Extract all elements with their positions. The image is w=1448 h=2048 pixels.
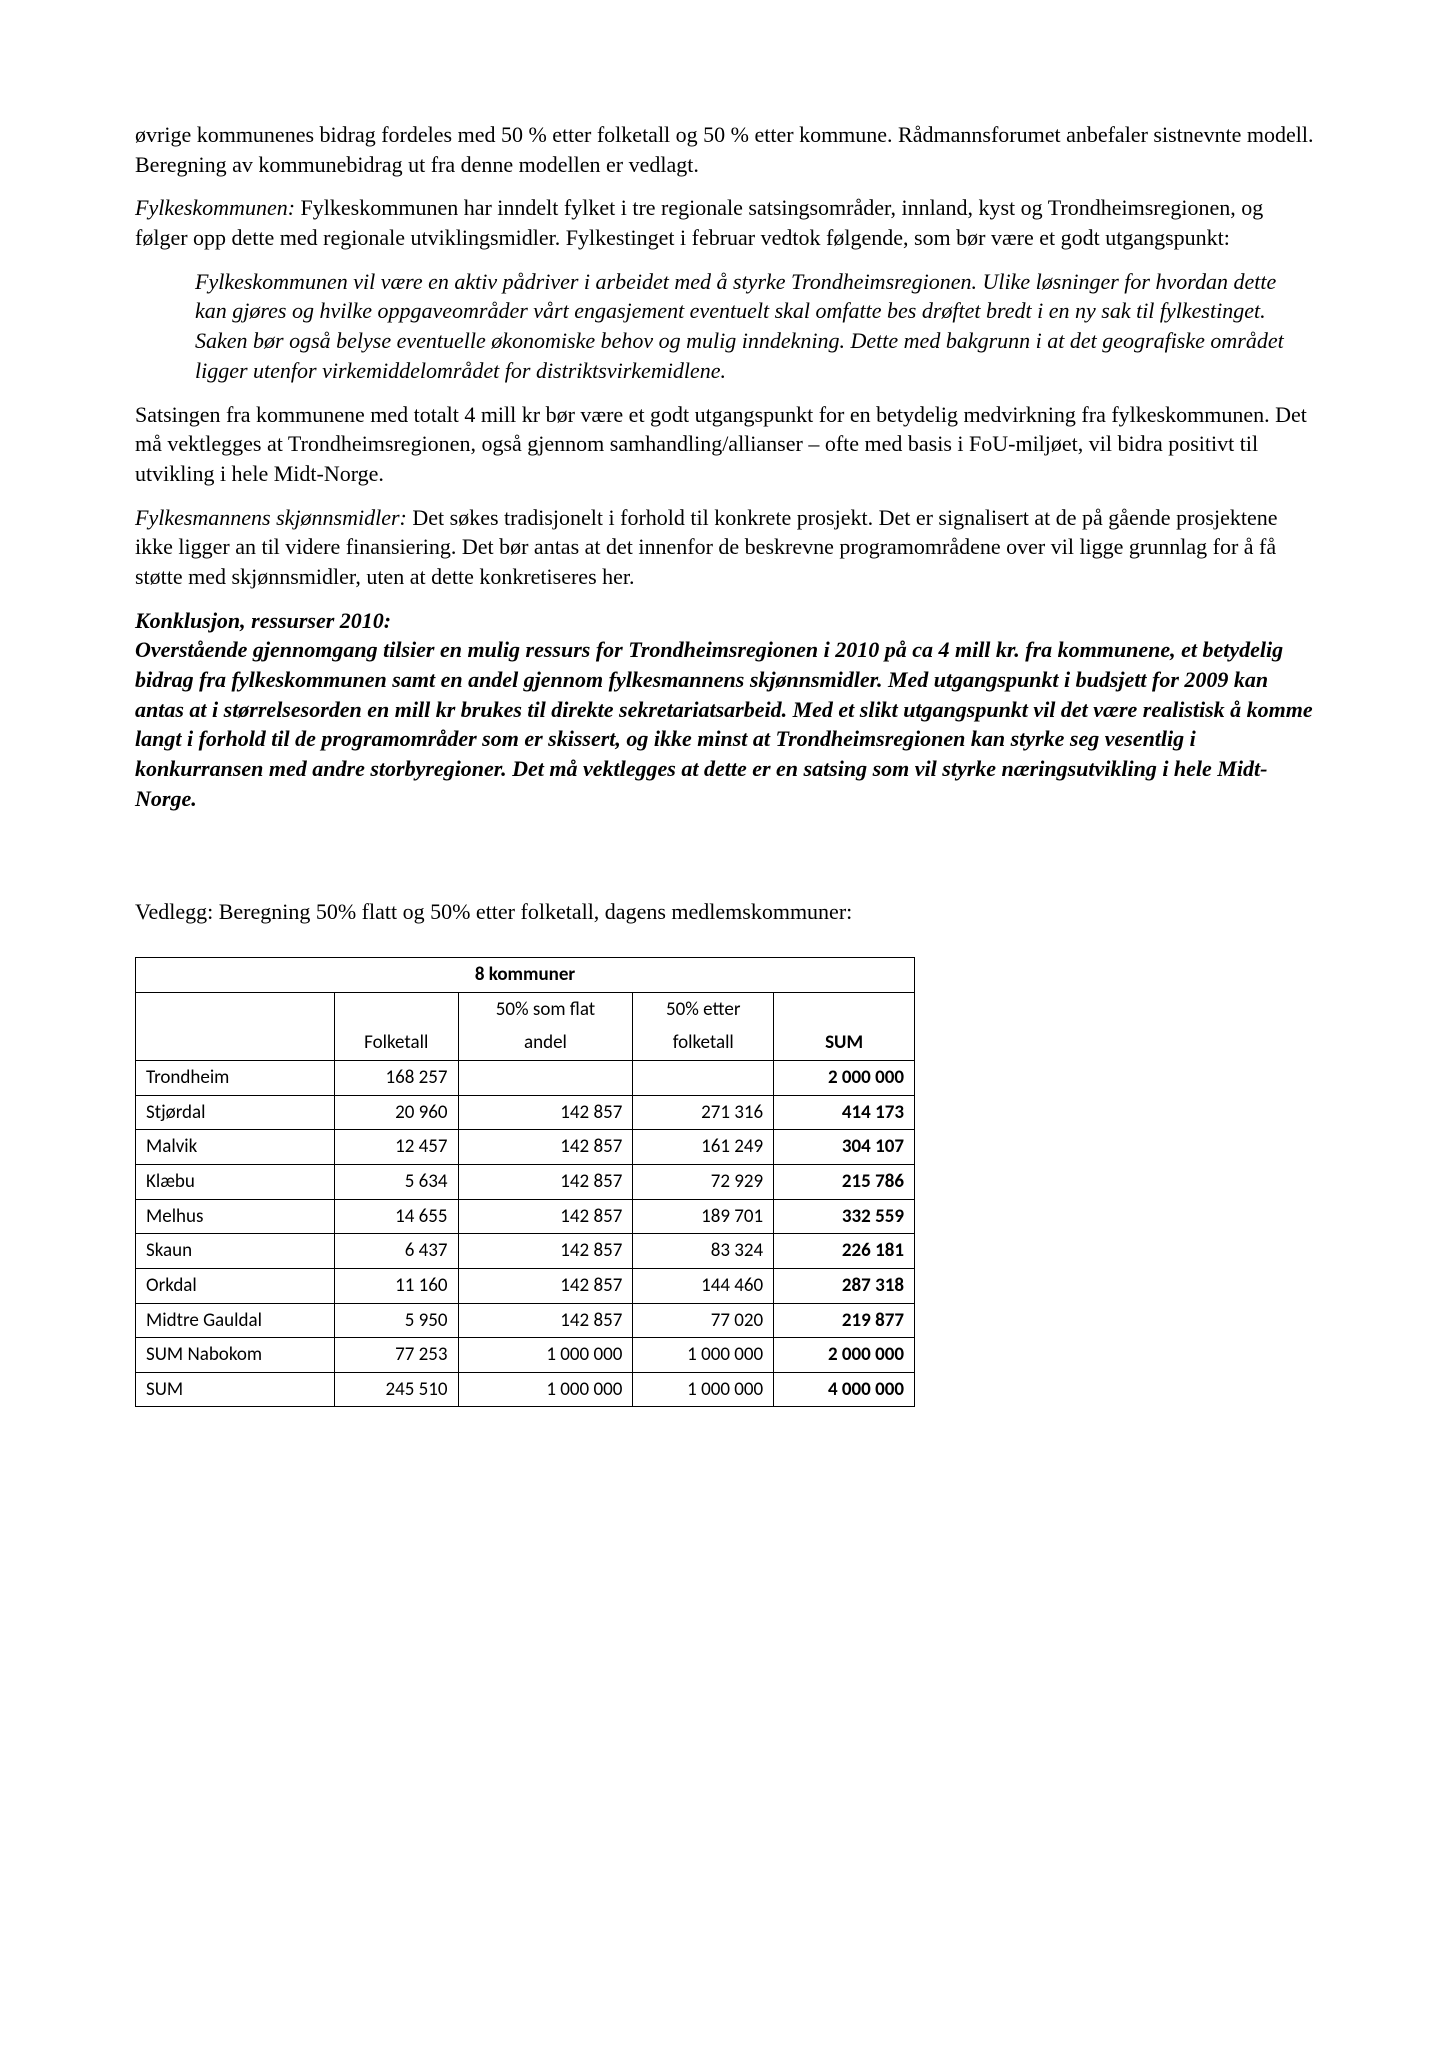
header-folketall: Folketall [334, 992, 458, 1060]
header-etter-b: folketall [633, 1026, 774, 1060]
conclusion-heading: Konklusjon, ressurser 2010: [135, 606, 1318, 636]
table-title: 8 kommuner [136, 958, 915, 993]
table-header-row: Folketall 50% som flat 50% etter SUM [136, 992, 915, 1026]
cell-name: Stjørdal [136, 1095, 335, 1130]
cell-sum: 4 000 000 [774, 1372, 915, 1407]
cell-flat: 1 000 000 [458, 1338, 633, 1373]
cell-flat: 142 857 [458, 1303, 633, 1338]
cell-name: Malvik [136, 1130, 335, 1165]
cell-etter [633, 1061, 774, 1096]
cell-etter: 83 324 [633, 1234, 774, 1269]
cell-sum: 219 877 [774, 1303, 915, 1338]
cell-sum: 2 000 000 [774, 1338, 915, 1373]
cell-folketall: 12 457 [334, 1130, 458, 1165]
paragraph: Fylkesmannens skjønnsmidler: Det søkes t… [135, 503, 1318, 592]
cell-etter: 77 020 [633, 1303, 774, 1338]
table-row: SUM245 5101 000 0001 000 0004 000 000 [136, 1372, 915, 1407]
cell-etter: 72 929 [633, 1164, 774, 1199]
table-row: Skaun6 437142 85783 324226 181 [136, 1234, 915, 1269]
cell-sum: 304 107 [774, 1130, 915, 1165]
cell-sum: 414 173 [774, 1095, 915, 1130]
cell-folketall: 77 253 [334, 1338, 458, 1373]
cell-flat: 142 857 [458, 1199, 633, 1234]
cell-folketall: 11 160 [334, 1268, 458, 1303]
cell-sum: 332 559 [774, 1199, 915, 1234]
cell-sum: 215 786 [774, 1164, 915, 1199]
cell-etter: 1 000 000 [633, 1372, 774, 1407]
cell-name: SUM [136, 1372, 335, 1407]
cell-name: Midtre Gauldal [136, 1303, 335, 1338]
run-italic: Fylkesmannens skjønnsmidler: [135, 505, 407, 530]
cell-folketall: 168 257 [334, 1061, 458, 1096]
header-sum: SUM [774, 992, 915, 1060]
paragraph: øvrige kommunenes bidrag fordeles med 50… [135, 120, 1318, 179]
table-row: Midtre Gauldal5 950142 85777 020219 877 [136, 1303, 915, 1338]
header-flat-a: 50% som flat [458, 992, 633, 1026]
header-blank [136, 992, 335, 1060]
cell-sum: 2 000 000 [774, 1061, 915, 1096]
cell-folketall: 14 655 [334, 1199, 458, 1234]
cell-sum: 226 181 [774, 1234, 915, 1269]
cell-etter: 144 460 [633, 1268, 774, 1303]
table-row: Melhus14 655142 857189 701332 559 [136, 1199, 915, 1234]
header-flat-b: andel [458, 1026, 633, 1060]
attachment-label: Vedlegg: Beregning 50% flatt og 50% ette… [135, 897, 1318, 927]
header-etter-a: 50% etter [633, 992, 774, 1026]
table-row: Orkdal11 160142 857144 460287 318 [136, 1268, 915, 1303]
cell-etter: 161 249 [633, 1130, 774, 1165]
cell-etter: 271 316 [633, 1095, 774, 1130]
table-row: SUM Nabokom77 2531 000 0001 000 0002 000… [136, 1338, 915, 1373]
kommuner-table: 8 kommuner Folketall 50% som flat 50% et… [135, 957, 915, 1407]
cell-name: Orkdal [136, 1268, 335, 1303]
conclusion-body: Overstående gjennomgang tilsier en mulig… [135, 635, 1318, 813]
cell-name: SUM Nabokom [136, 1338, 335, 1373]
cell-flat: 142 857 [458, 1095, 633, 1130]
table-wrapper: 8 kommuner Folketall 50% som flat 50% et… [135, 957, 1318, 1407]
cell-flat [458, 1061, 633, 1096]
table-row: Stjørdal20 960142 857271 316414 173 [136, 1095, 915, 1130]
table-row: Trondheim168 257 2 000 000 [136, 1061, 915, 1096]
run: Fylkeskommunen har inndelt fylket i tre … [135, 195, 1263, 250]
run-italic: Fylkeskommunen: [135, 195, 295, 220]
paragraph: Satsingen fra kommunene med totalt 4 mil… [135, 400, 1318, 489]
cell-folketall: 6 437 [334, 1234, 458, 1269]
cell-folketall: 5 634 [334, 1164, 458, 1199]
cell-flat: 1 000 000 [458, 1372, 633, 1407]
cell-name: Trondheim [136, 1061, 335, 1096]
table-row: Klæbu5 634142 85772 929215 786 [136, 1164, 915, 1199]
cell-folketall: 20 960 [334, 1095, 458, 1130]
paragraph: Fylkeskommunen: Fylkeskommunen har innde… [135, 193, 1318, 252]
cell-etter: 1 000 000 [633, 1338, 774, 1373]
cell-name: Skaun [136, 1234, 335, 1269]
table-title-row: 8 kommuner [136, 958, 915, 993]
blockquote: Fylkeskommunen vil være en aktiv pådrive… [195, 267, 1298, 386]
cell-flat: 142 857 [458, 1268, 633, 1303]
cell-name: Melhus [136, 1199, 335, 1234]
cell-sum: 287 318 [774, 1268, 915, 1303]
cell-folketall: 245 510 [334, 1372, 458, 1407]
cell-etter: 189 701 [633, 1199, 774, 1234]
cell-flat: 142 857 [458, 1130, 633, 1165]
cell-flat: 142 857 [458, 1164, 633, 1199]
table-row: Malvik12 457142 857161 249304 107 [136, 1130, 915, 1165]
cell-name: Klæbu [136, 1164, 335, 1199]
cell-flat: 142 857 [458, 1234, 633, 1269]
cell-folketall: 5 950 [334, 1303, 458, 1338]
